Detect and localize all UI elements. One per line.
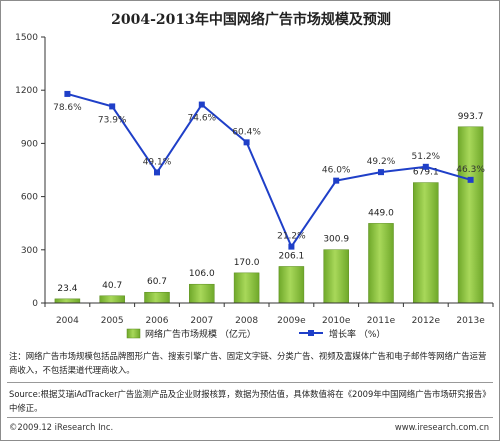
x-tick-label: 2008 (235, 316, 258, 326)
x-tick-label: 2004 (56, 316, 79, 326)
legend-bar-label: 网络广告市场规模 （亿元） (145, 328, 256, 340)
legend-bar-swatch (126, 328, 141, 339)
bar-value-labels: 23.4 40.7 60.7 106.0 170.0 206.1 300.9 449.0 679… (57, 112, 483, 294)
bar-value-label: 206.1 (279, 251, 305, 261)
bar (99, 295, 125, 304)
divider (7, 382, 493, 383)
y-axis: 0 300 600 900 1200 1500 (15, 33, 46, 309)
growth-point (422, 163, 429, 170)
bar (457, 126, 484, 304)
bar-series (54, 126, 484, 304)
growth-point (243, 139, 250, 146)
growth-line-series (64, 90, 474, 250)
y-tick-label: 300 (21, 246, 38, 256)
chart-title: 2004-2013年中国网络广告市场规模及预测 (111, 12, 391, 28)
x-axis: 2004 2005 2006 2007 2008 2009e 2010e 2011e 2012e… (44, 302, 494, 326)
growth-line (67, 92, 471, 249)
growth-rate-label: 46.3% (456, 165, 485, 175)
bar (144, 291, 170, 304)
bar (413, 182, 439, 304)
x-tick-label: 2012e (412, 316, 441, 326)
legend-line-label: 增长率 （%） (329, 328, 385, 340)
footnote: 注：网络广告市场规模包括品牌图形广告、搜索引擎广告、固定文字链、分类广告、视频及… (9, 351, 487, 375)
growth-rate-label: 49.1% (143, 157, 172, 167)
bar-value-label: 23.4 (57, 284, 77, 294)
bar-value-label: 449.0 (368, 208, 394, 218)
growth-point (154, 169, 160, 176)
growth-rate-label: 78.6% (53, 103, 82, 113)
y-tick-label: 600 (21, 193, 38, 203)
growth-rate-label: 73.9% (98, 115, 127, 125)
x-tick-label: 2009e (277, 316, 306, 326)
x-tick-label: 2011e (367, 316, 396, 326)
growth-rate-label: 74.6% (188, 114, 217, 124)
bar (54, 298, 81, 304)
bar (189, 283, 215, 304)
bar-value-label: 106.0 (189, 269, 215, 279)
growth-rate-label: 49.2% (367, 157, 396, 167)
x-tick-label: 2006 (146, 316, 169, 326)
x-tick-label: 2005 (101, 316, 124, 326)
chart-plot: 0 300 600 900 1200 1500 23.4 40.7 60.7 106.0 170.… (15, 33, 494, 340)
growth-point (378, 169, 384, 176)
y-tick-label: 1500 (15, 33, 38, 43)
growth-rate-label: 51.2% (412, 152, 441, 162)
divider (7, 417, 493, 418)
x-tick-label: 2010e (322, 316, 351, 326)
growth-point (64, 90, 71, 97)
legend-line-marker (308, 330, 314, 336)
bar (278, 266, 305, 304)
growth-point (198, 101, 205, 108)
bar-value-label: 993.7 (458, 112, 484, 122)
bar (368, 223, 394, 304)
bar-value-label: 40.7 (102, 281, 122, 291)
bar-value-label: 60.7 (147, 277, 167, 287)
growth-point (109, 103, 116, 110)
bar (323, 249, 349, 304)
bar-value-label: 300.9 (323, 235, 349, 245)
growth-point (467, 176, 474, 183)
copyright: ©2009.12 iResearch Inc. (9, 422, 114, 432)
growth-rate-label: 46.0% (322, 166, 351, 176)
website-url: www.iresearch.com.cn (394, 422, 489, 432)
legend: 网络广告市场规模 （亿元） 增长率 （%） (126, 328, 385, 340)
y-tick-label: 0 (32, 299, 38, 309)
growth-rate-labels: 78.6% 73.9% 49.1% 74.6% 60.4% 21.2% 46.0% 49.2%… (53, 103, 485, 242)
bar (233, 272, 260, 304)
x-tick-label: 2013e (456, 316, 485, 326)
x-tick-label: 2007 (190, 316, 213, 326)
growth-rate-label: 21.2% (277, 232, 306, 242)
y-tick-label: 900 (21, 139, 38, 149)
bar-value-label: 679.1 (413, 168, 439, 178)
y-tick-label: 1200 (15, 86, 38, 96)
growth-rate-label: 60.4% (232, 127, 261, 137)
source-note: Source:根据艾瑞iAdTracker广告监测产品及企业财报核算，数据为预估… (9, 389, 491, 413)
growth-point (288, 243, 295, 250)
growth-point (333, 177, 340, 184)
bar-value-label: 170.0 (234, 258, 260, 268)
